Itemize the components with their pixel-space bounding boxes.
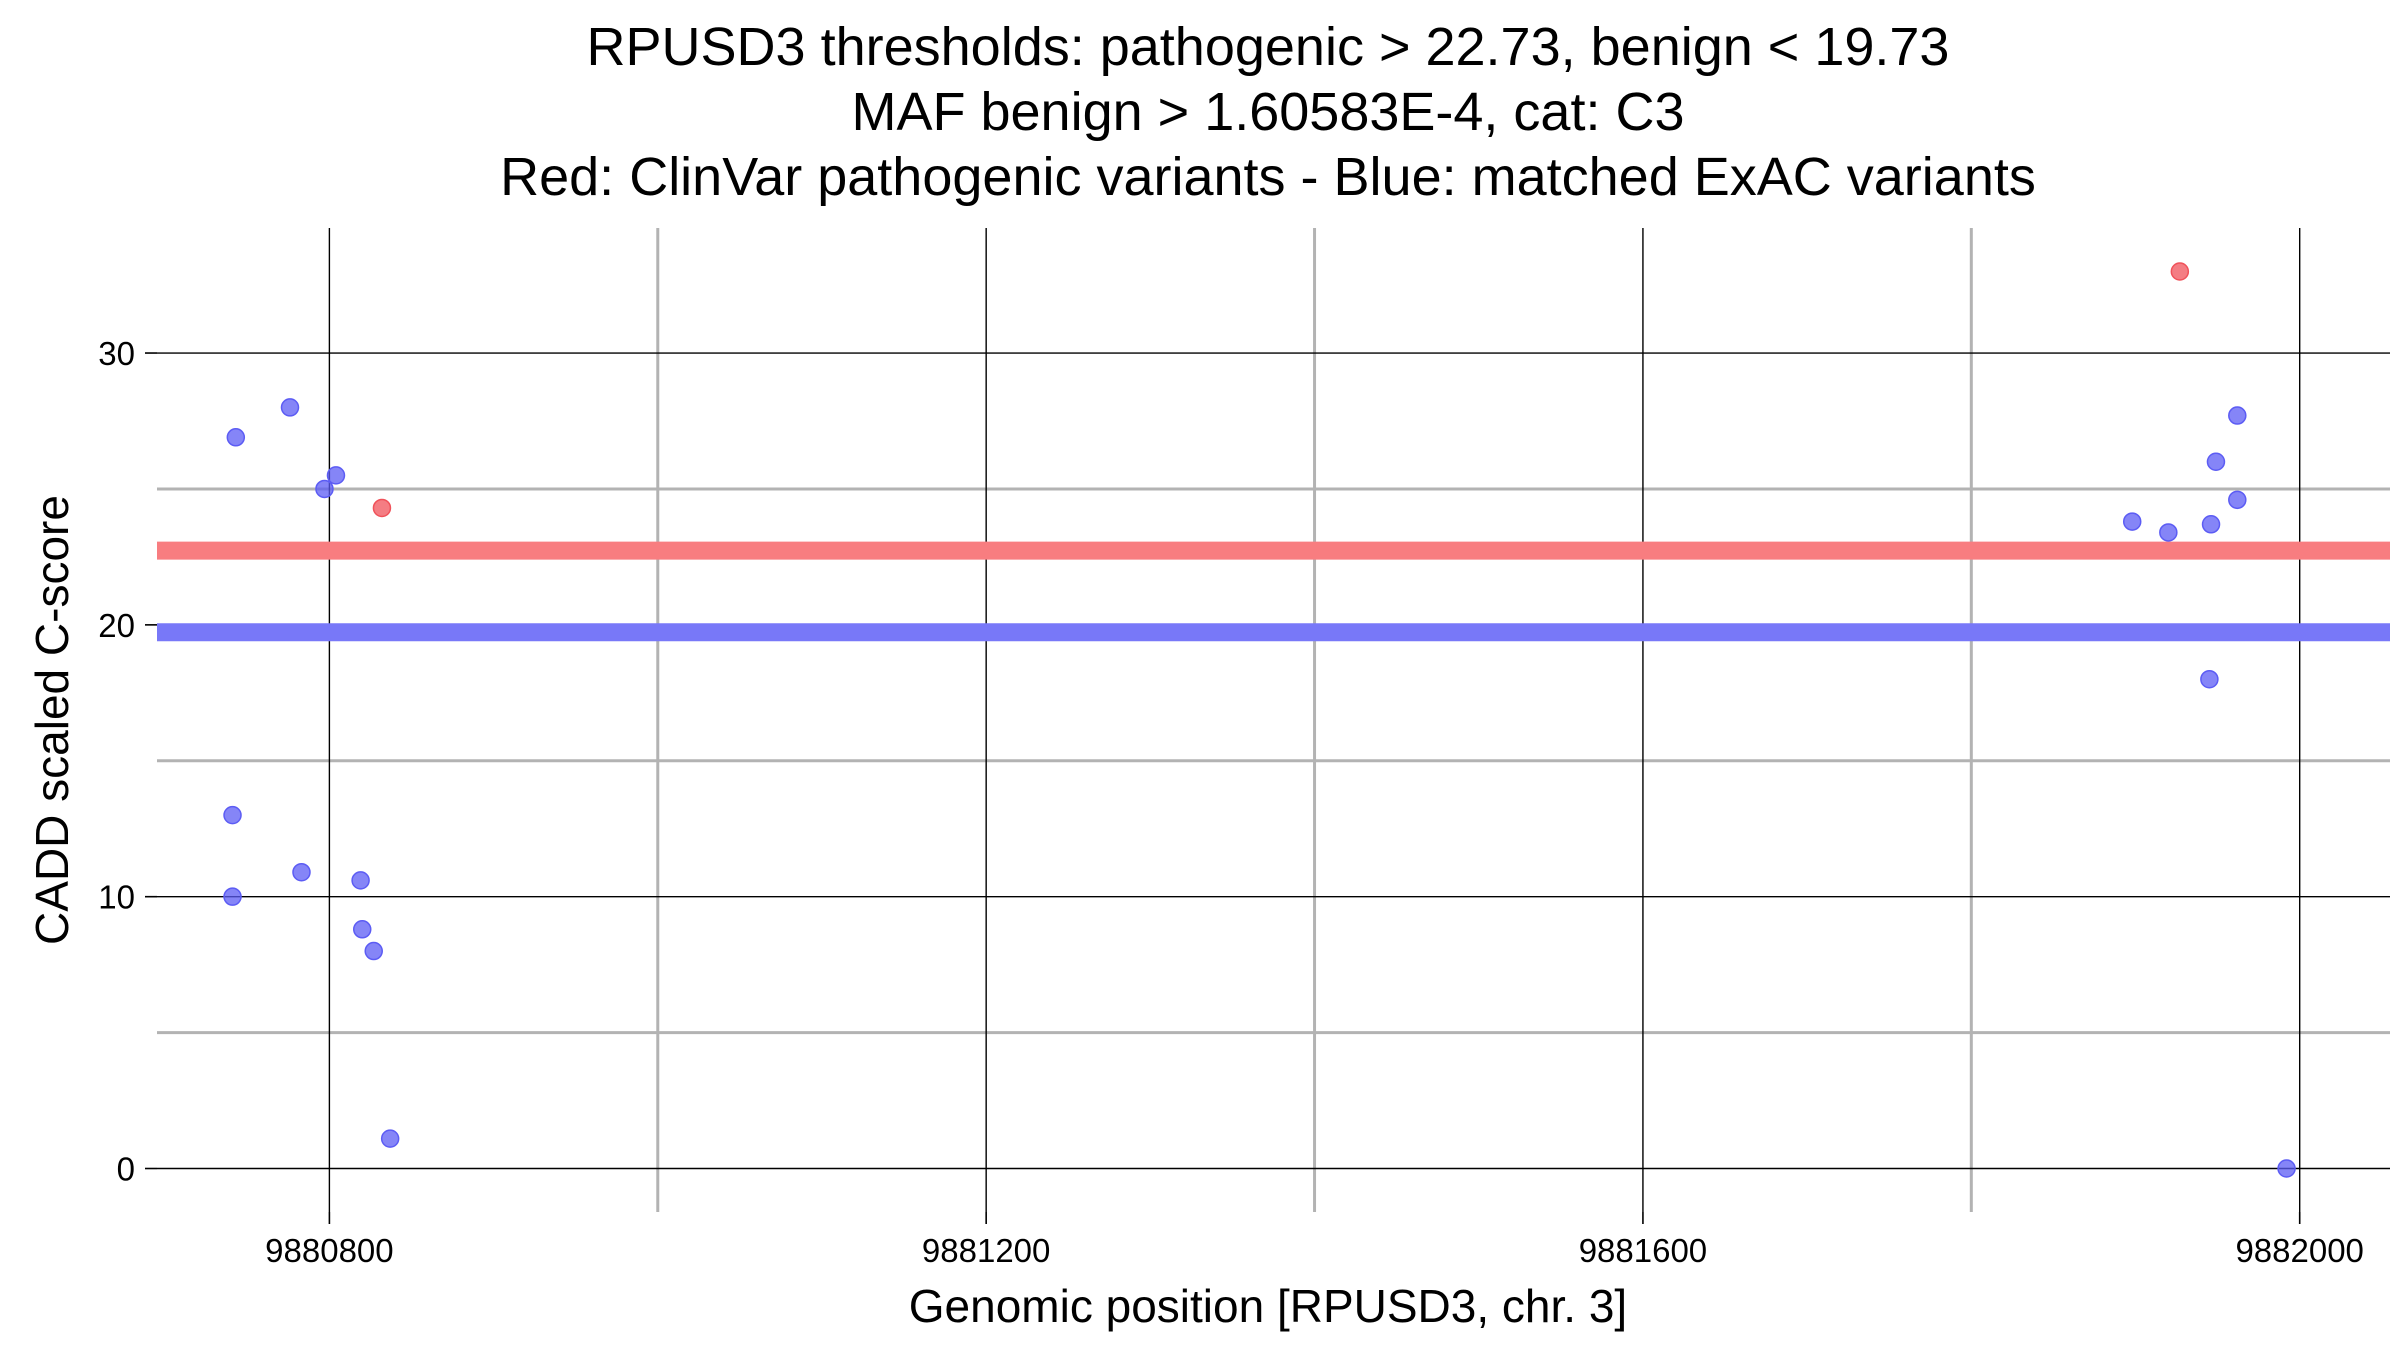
exac-variant-point (226, 428, 246, 447)
exac-variant-point (280, 398, 300, 417)
exac-variant-point (2206, 452, 2226, 472)
clinvar-pathogenic-point (2170, 262, 2190, 281)
x-axis-label: Genomic position [RPUSD3, chr. 3] (909, 1280, 1627, 1332)
exac-variant-point (2201, 515, 2221, 534)
exac-variant-point (380, 1129, 400, 1148)
exac-variant-point (292, 862, 311, 882)
exac-variant-point (2228, 490, 2247, 510)
axes: 0 10 20 30 9880800 9881200 9881600 9882000 (98, 335, 2364, 1269)
exac-variant-point (2159, 523, 2178, 542)
x-tick-label: 9880800 (265, 1232, 393, 1269)
exac-variant-point (223, 887, 242, 906)
title-line-2: MAF benign > 1.60583E-4, cat: C3 (852, 82, 1685, 142)
exac-variant-point (326, 466, 346, 485)
y-tick-label: 20 (98, 607, 135, 644)
y-axis-label: CADD scaled C-score (26, 495, 78, 945)
y-tick-label: 30 (98, 335, 135, 372)
x-tick-label: 9882000 (2235, 1232, 2363, 1269)
title-line-1: RPUSD3 thresholds: pathogenic > 22.73, b… (587, 17, 1950, 77)
y-tick-label: 0 (117, 1151, 135, 1188)
y-tick-label: 10 (98, 879, 135, 916)
x-tick-label: 9881200 (922, 1232, 1050, 1269)
exac-variant-point (315, 479, 334, 499)
threshold-lines (157, 541, 2390, 642)
exac-variant-point (2200, 669, 2219, 689)
data-points (223, 262, 2296, 1178)
exac-variant-point (351, 871, 370, 890)
exac-variant-point (223, 805, 242, 825)
grid (157, 228, 2390, 1212)
chart-title: RPUSD3 thresholds: pathogenic > 22.73, b… (500, 17, 2036, 207)
plot-area: 0 10 20 30 9880800 9881200 9881600 9882000 (98, 228, 2390, 1269)
exac-variant-point (2277, 1159, 2296, 1178)
exac-variant-point (364, 941, 383, 961)
exac-variant-point (2228, 406, 2247, 425)
clinvar-pathogenic-point (372, 498, 392, 518)
exac-variant-point (352, 920, 372, 939)
x-tick-label: 9881600 (1579, 1232, 1707, 1269)
title-line-3: Red: ClinVar pathogenic variants - Blue:… (500, 147, 2036, 207)
exac-variant-point (2122, 512, 2142, 531)
